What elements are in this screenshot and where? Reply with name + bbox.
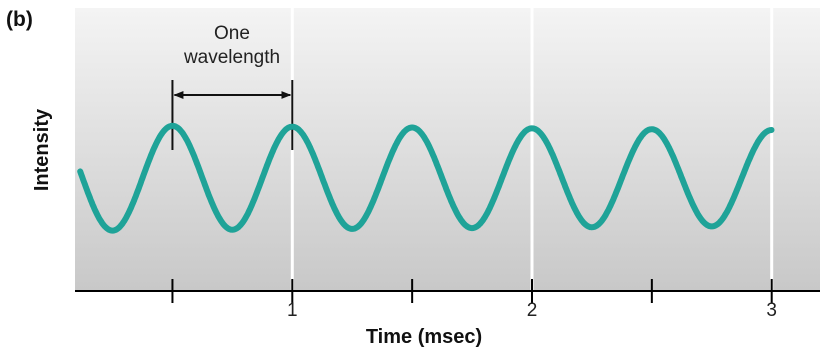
y-axis-label: Intensity [31,108,53,191]
annotation-one: One [214,23,250,44]
x-axis-ticks: 1 2 3 [171,279,777,321]
panel-label: (b) [6,8,33,31]
x-tick-label: 1 [287,300,298,321]
x-tick-label: 2 [527,300,538,321]
plot-background [75,8,820,291]
wavelength-marker [171,80,294,150]
annotation-wavelength: wavelength [183,47,280,68]
wave-series-line [77,122,775,234]
x-axis-label: Time (msec) [366,326,482,348]
x-tick-label: 3 [766,300,777,321]
